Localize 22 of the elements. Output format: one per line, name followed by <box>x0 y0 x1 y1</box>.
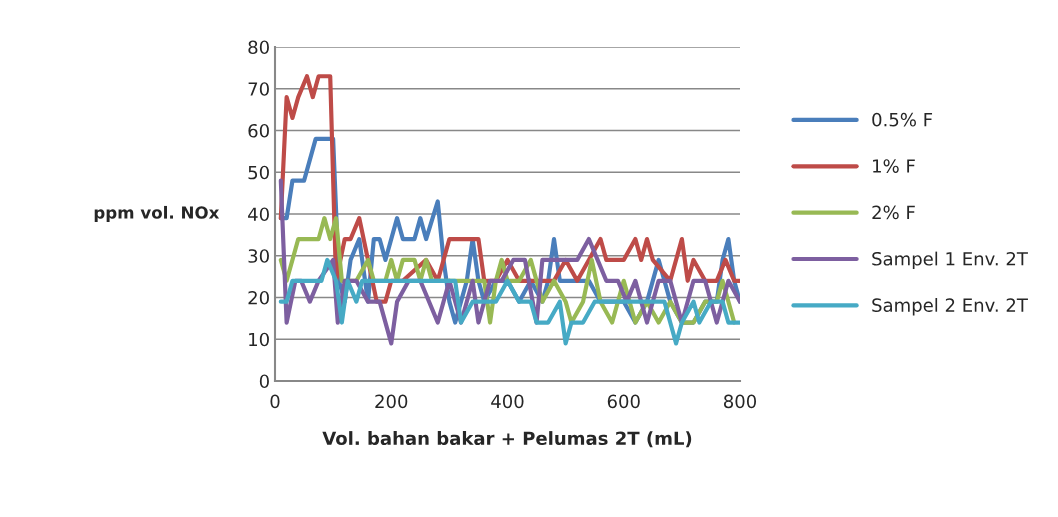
x-tick-label: 800 <box>723 394 757 409</box>
y-tick-label: 30 <box>248 249 269 263</box>
y-tick-label: 60 <box>248 123 269 138</box>
line-series <box>278 257 740 346</box>
y-tick-label: 50 <box>248 165 269 180</box>
x-tick-label: 400 <box>491 394 524 409</box>
y-tick-label: 70 <box>248 82 269 96</box>
x-axis-title: Vol. bahan bakar + Pelumas 2T (mL) <box>322 431 692 448</box>
x-tick-label: 200 <box>375 394 408 409</box>
legend-label: 0.5% F <box>872 112 933 127</box>
legend-label: 1% F <box>873 159 915 173</box>
y-tick-label: 10 <box>249 332 269 347</box>
y-tick-label: 80 <box>248 40 269 55</box>
x-tick-label: 0 <box>270 394 280 409</box>
legend-label: Sampel 1 Env. 2T <box>872 251 1028 270</box>
y-axis-title: ppm vol. NOx <box>94 205 220 223</box>
y-tick-label: 0 <box>259 374 269 389</box>
x-tick-label: 600 <box>607 394 640 409</box>
y-tick-label: 20 <box>248 290 269 305</box>
legend-label: Sampel 2 Env. 2T <box>872 297 1028 316</box>
y-tick-label: 40 <box>248 207 269 222</box>
legend-label: 2% F <box>872 205 915 220</box>
